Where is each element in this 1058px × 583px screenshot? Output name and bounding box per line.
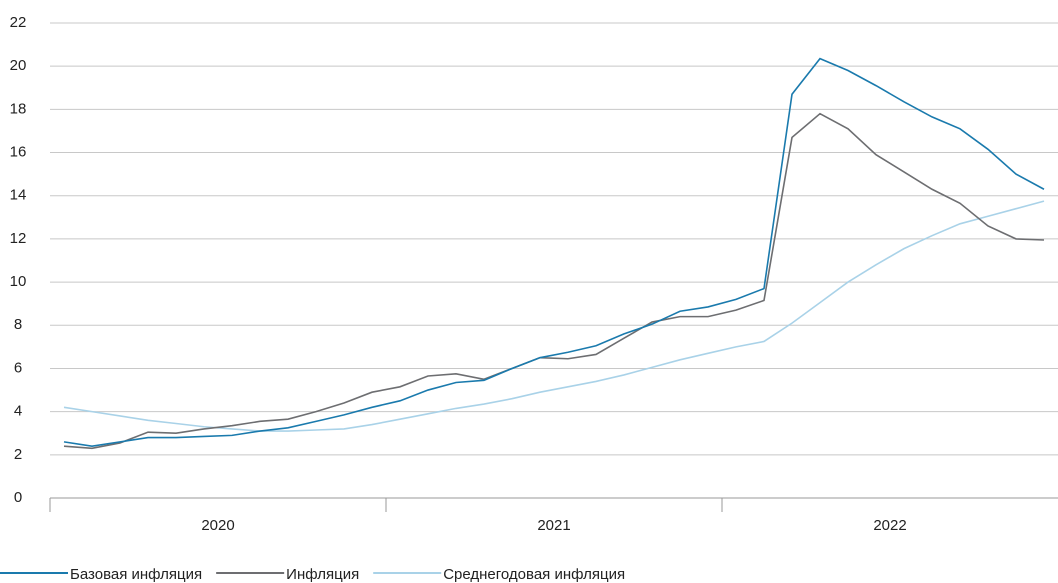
y-tick-label: 22 <box>10 14 27 31</box>
line-series <box>63 112 1045 450</box>
y-tick-label: 16 <box>10 144 27 161</box>
legend-label: Базовая инфляция <box>70 566 202 583</box>
y-tick-label: 14 <box>10 187 27 204</box>
y-tick-label: 0 <box>14 489 22 506</box>
y-tick-label: 18 <box>10 100 27 117</box>
y-tick-label: 6 <box>14 359 22 376</box>
legend-label: Инфляция <box>286 566 359 583</box>
y-tick-label: 20 <box>10 57 27 74</box>
y-tick-label: 10 <box>10 273 27 290</box>
line-series <box>63 57 1045 447</box>
legend-label: Среднегодовая инфляция <box>443 566 625 583</box>
x-group-label: 2021 <box>537 517 570 534</box>
x-group-label: 2022 <box>873 517 906 534</box>
y-tick-label: 2 <box>14 446 22 463</box>
y-tick-label: 4 <box>14 403 22 420</box>
y-tick-label: 8 <box>14 316 22 333</box>
y-tick-label: 12 <box>10 230 27 247</box>
x-group-label: 2020 <box>201 517 234 534</box>
line-series <box>63 200 1045 432</box>
